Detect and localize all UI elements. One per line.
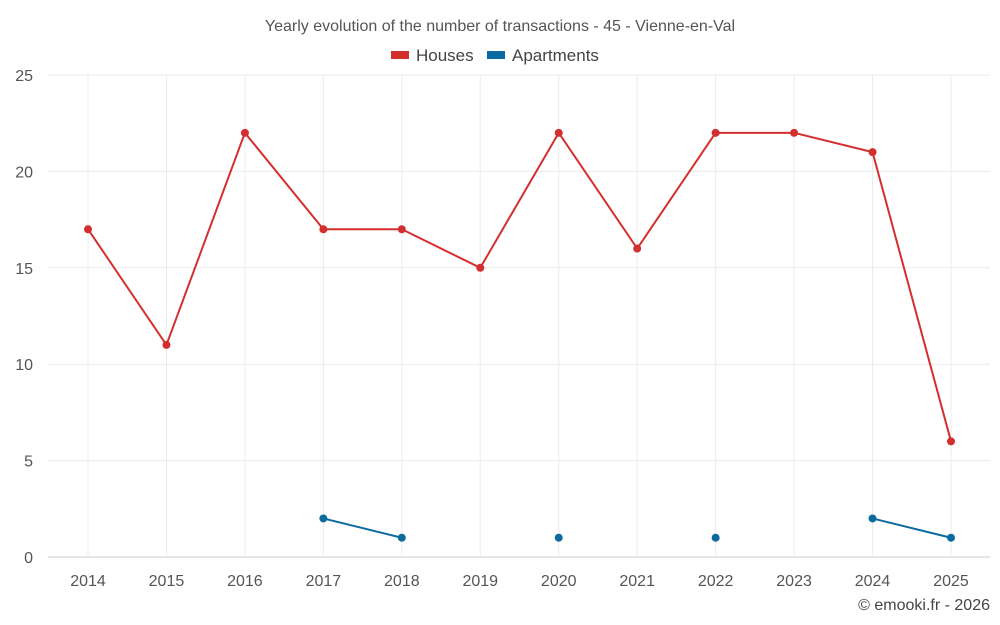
data-point[interactable] — [162, 340, 171, 349]
legend-label-houses[interactable]: Houses — [416, 46, 474, 65]
y-tick-label: 15 — [15, 261, 33, 278]
legend: Houses Apartments — [391, 46, 599, 65]
x-tick-label: 2017 — [306, 573, 342, 590]
series-line-segment — [165, 132, 246, 346]
series-line-segment — [479, 132, 560, 269]
data-point[interactable] — [476, 263, 485, 272]
data-point[interactable] — [947, 533, 955, 542]
data-point[interactable] — [84, 225, 92, 234]
legend-label-apartments[interactable]: Apartments — [512, 46, 599, 65]
series-houses — [84, 128, 955, 446]
y-tick-label: 5 — [24, 454, 33, 471]
x-tick-label: 2021 — [619, 573, 655, 590]
series-line-segment — [244, 132, 325, 230]
legend-swatch-apartments — [487, 51, 505, 59]
series-line-segment — [87, 228, 168, 346]
chart-title: Yearly evolution of the number of transa… — [265, 18, 735, 35]
series-apartments — [319, 514, 955, 542]
x-tick-label: 2022 — [698, 573, 734, 590]
data-point[interactable] — [711, 533, 720, 542]
y-tick-label: 0 — [24, 550, 33, 567]
data-point[interactable] — [633, 244, 642, 253]
data-point[interactable] — [319, 225, 328, 234]
x-tick-label: 2014 — [70, 573, 106, 590]
x-tick-label: 2018 — [384, 573, 420, 590]
x-axis: 2014 2015 2016 2017 2018 2019 2020 2021 2022 2023… — [70, 573, 969, 590]
x-tick-label: 2024 — [855, 573, 891, 590]
data-point[interactable] — [554, 533, 563, 542]
series-layer — [84, 128, 955, 542]
data-point[interactable] — [554, 128, 563, 137]
data-point[interactable] — [397, 225, 406, 234]
x-tick-label: 2025 — [933, 573, 969, 590]
x-tick-label: 2015 — [149, 573, 185, 590]
y-tick-label: 25 — [15, 68, 33, 85]
credit-text: © emooki.fr - 2026 — [858, 597, 990, 614]
y-axis: 0 5 10 15 20 25 — [15, 68, 33, 567]
data-point[interactable] — [947, 437, 955, 446]
series-line-segment — [323, 517, 403, 539]
data-point[interactable] — [240, 128, 249, 137]
data-point[interactable] — [711, 128, 720, 137]
data-point[interactable] — [790, 128, 799, 137]
series-line-segment — [401, 228, 481, 269]
series-line-segment — [793, 131, 873, 154]
y-tick-label: 10 — [15, 357, 33, 374]
data-point[interactable] — [319, 514, 328, 523]
grid — [48, 74, 990, 558]
y-tick-label: 20 — [15, 164, 33, 181]
series-line-segment — [557, 132, 639, 250]
series-line-segment — [871, 151, 952, 442]
x-tick-label: 2023 — [776, 573, 812, 590]
x-tick-label: 2020 — [541, 573, 577, 590]
data-point[interactable] — [868, 514, 877, 523]
series-line-segment — [636, 132, 717, 250]
x-tick-label: 2016 — [227, 573, 263, 590]
legend-swatch-houses — [391, 51, 409, 59]
x-tick-label: 2019 — [462, 573, 498, 590]
series-line-segment — [872, 517, 952, 539]
data-point[interactable] — [397, 533, 406, 542]
data-point[interactable] — [868, 148, 877, 157]
